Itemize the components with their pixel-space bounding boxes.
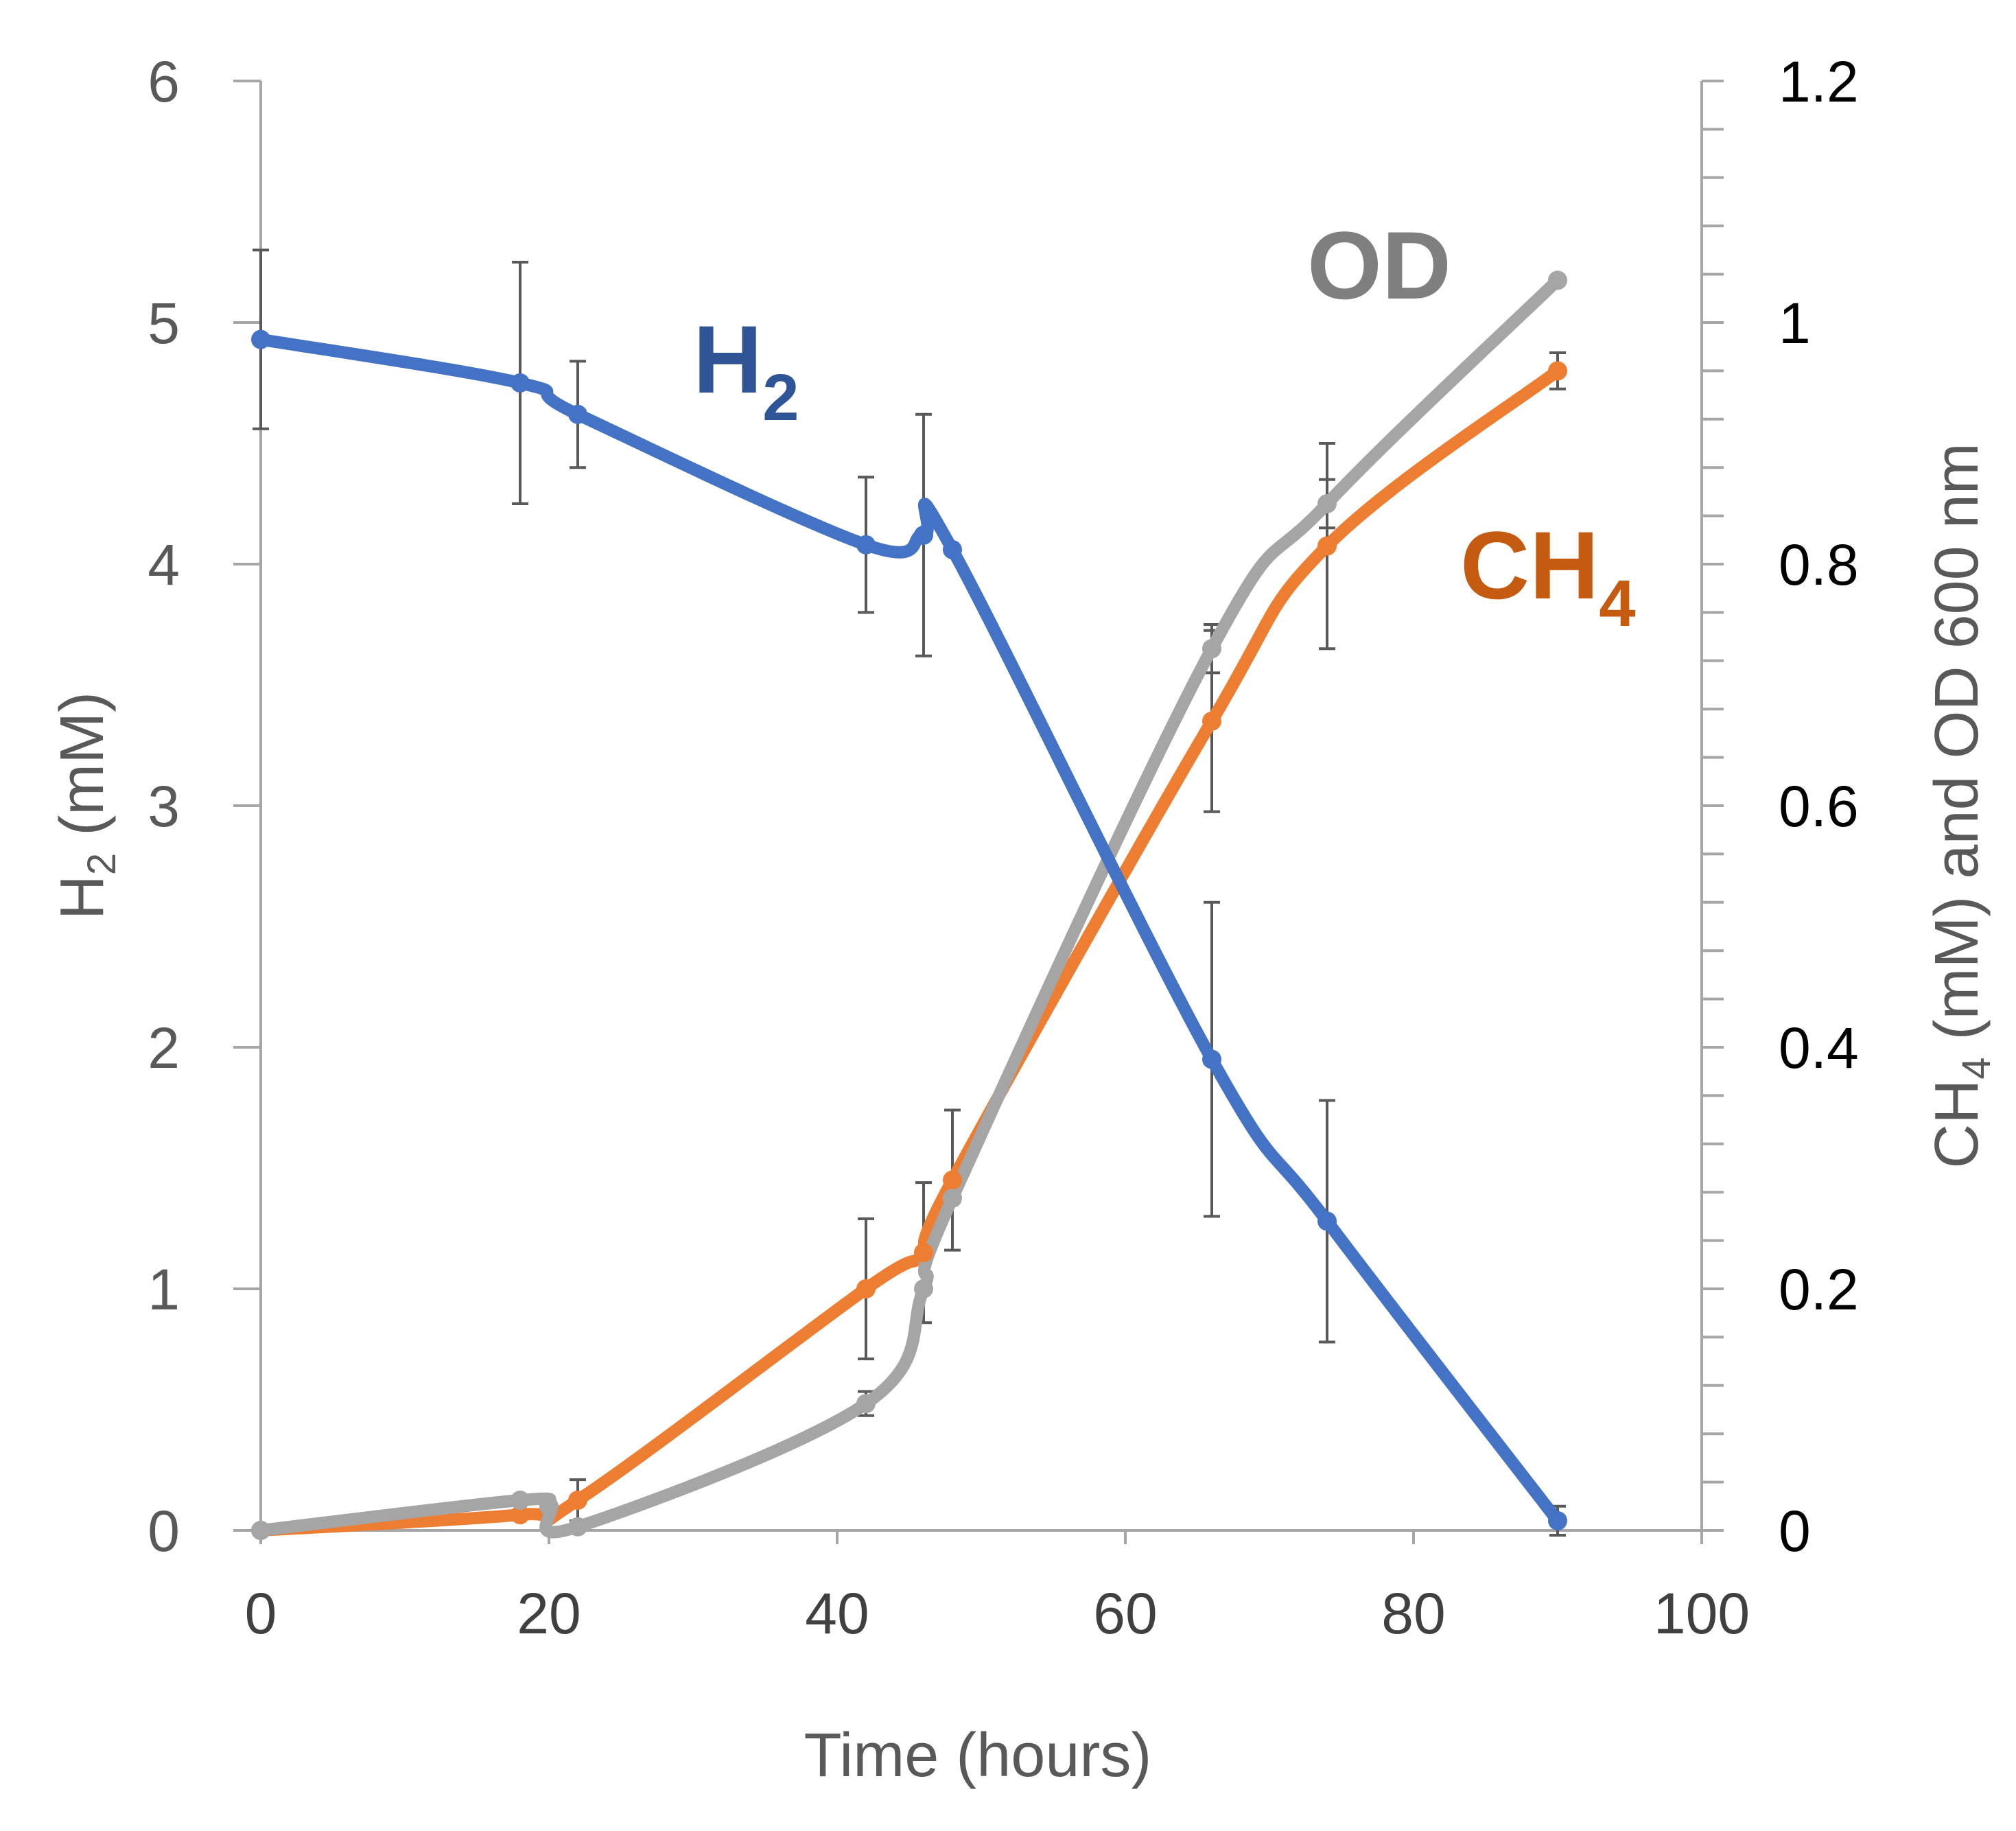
left-y-tick-label: 0 xyxy=(148,1499,180,1563)
series-line-h2 xyxy=(255,333,1564,1527)
data-points xyxy=(251,270,1567,1540)
left-y-axis-title: H2 (mM) xyxy=(48,692,124,920)
left-y-axis-title-rest: (mM) xyxy=(48,692,117,853)
right-y-axis-title-base: CH xyxy=(1923,1080,1991,1169)
series-label-h2-base: H xyxy=(693,305,762,413)
data-point-od xyxy=(539,1496,559,1516)
data-point-h2 xyxy=(1548,1511,1567,1530)
x-axis-title: Time (hours) xyxy=(804,1721,1152,1790)
data-point-h2 xyxy=(1317,1211,1337,1231)
data-point-ch4 xyxy=(1548,361,1567,381)
right-y-tick-label: 1.2 xyxy=(1779,49,1859,114)
left-y-axis-title-base: H xyxy=(48,875,117,920)
data-point-od xyxy=(856,1394,876,1414)
data-point-h2 xyxy=(1202,1049,1221,1069)
data-point-od xyxy=(568,1517,587,1537)
right-y-tick-label: 0.2 xyxy=(1779,1257,1859,1322)
right-y-axis-title-subscript: 4 xyxy=(1954,1058,1999,1080)
x-tick-label: 0 xyxy=(245,1581,277,1646)
left-y-tick-label: 6 xyxy=(148,49,180,114)
data-point-ch4 xyxy=(856,1279,876,1298)
right-y-tick-label: 1 xyxy=(1779,291,1811,355)
data-point-h2 xyxy=(856,535,876,555)
left-y-tick-label: 4 xyxy=(148,533,180,597)
right-y-tick-label: 0.6 xyxy=(1779,774,1859,839)
left-y-axis-title-subscript: 2 xyxy=(80,853,124,875)
data-point-od xyxy=(1202,639,1221,659)
right-y-axis-title-rest: (mM) and OD 600 nm xyxy=(1923,443,1991,1057)
series-label-h2-subscript: 2 xyxy=(762,361,799,434)
data-point-h2 xyxy=(943,539,962,559)
data-point-h2 xyxy=(568,404,587,424)
series-label-ch4: CH4 xyxy=(1460,511,1636,640)
data-point-od xyxy=(511,1491,530,1510)
right-y-tick-label: 0.8 xyxy=(1779,533,1859,597)
x-tick-label: 20 xyxy=(517,1581,581,1646)
x-tick-label: 40 xyxy=(805,1581,869,1646)
x-tick-label: 80 xyxy=(1381,1581,1445,1646)
data-point-ch4 xyxy=(511,1505,530,1525)
data-point-od xyxy=(943,1189,962,1208)
right-y-tick-label: 0 xyxy=(1779,1499,1811,1563)
data-point-ch4 xyxy=(1317,536,1337,556)
series-label-od: OD xyxy=(1307,211,1451,319)
data-point-ch4 xyxy=(568,1491,587,1510)
series-line-od xyxy=(255,274,1564,1539)
data-point-ch4 xyxy=(914,1243,933,1263)
data-point-h2 xyxy=(511,373,530,393)
x-tick-label: 60 xyxy=(1093,1581,1157,1646)
series-label-ch4-subscript: 4 xyxy=(1599,567,1635,640)
series-label-h2: H2 xyxy=(693,305,799,434)
series-label-ch4-base: CH xyxy=(1460,511,1599,619)
data-point-h2 xyxy=(914,525,933,545)
data-point-h2 xyxy=(251,329,270,349)
left-y-tick-label: 1 xyxy=(148,1257,180,1322)
data-point-ch4 xyxy=(943,1170,962,1190)
series-lines xyxy=(255,274,1564,1539)
left-y-tick-label: 5 xyxy=(148,291,180,355)
data-point-od xyxy=(1548,270,1567,290)
data-point-od xyxy=(251,1521,270,1540)
data-point-od xyxy=(1317,494,1337,513)
data-point-od xyxy=(914,1279,933,1298)
axes xyxy=(233,81,1703,1544)
left-y-tick-label: 3 xyxy=(148,774,180,839)
left-y-tick-label: 2 xyxy=(148,1016,180,1080)
right-y-tick-label: 0.4 xyxy=(1779,1016,1859,1080)
x-tick-label: 100 xyxy=(1654,1581,1750,1646)
right-y-axis-title: CH4 (mM) and OD 600 nm xyxy=(1923,443,1999,1169)
data-point-ch4 xyxy=(1202,711,1221,731)
